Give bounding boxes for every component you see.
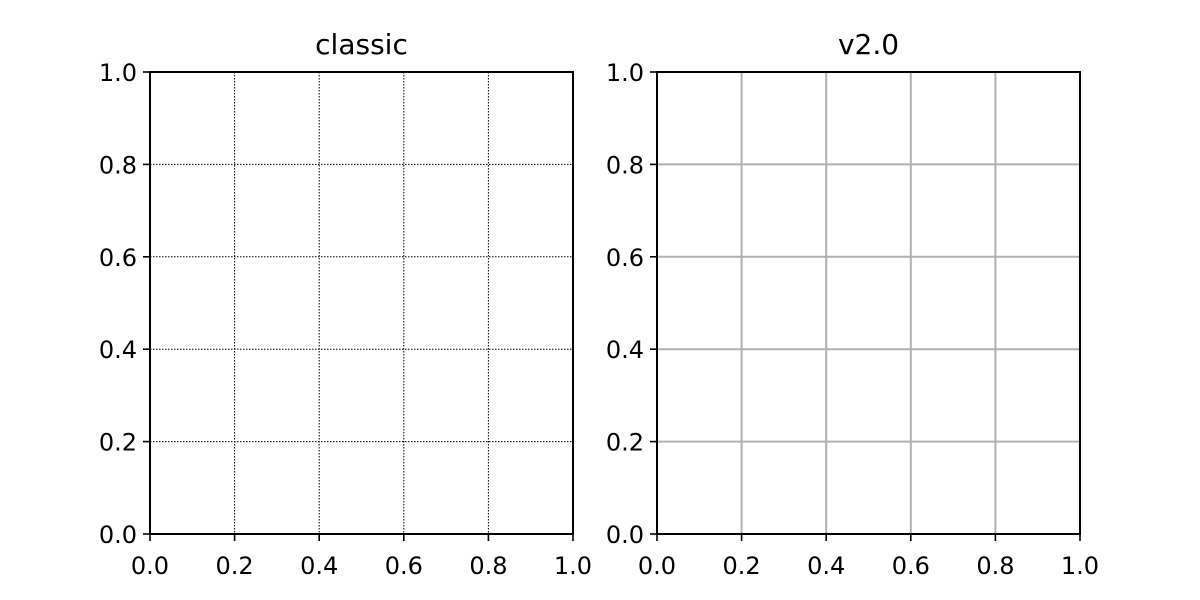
x-tick-label: 0.6 [892,552,930,580]
x-tick-label: 1.0 [1061,552,1099,580]
x-tick-label: 0.2 [723,552,761,580]
plot-area [656,71,1081,535]
chart-title: classic [315,28,408,61]
plot-area [149,71,574,535]
y-tick-label: 0.8 [606,151,644,179]
v2-chart: v2.0 0.0 0.2 0.4 0.6 0.8 1.0 0.0 0.2 0.4 0.6 0.8 1.… [606,28,1099,580]
x-tick-label: 0.0 [131,552,169,580]
y-tick-label: 1.0 [606,59,644,87]
y-tick-label: 0.4 [99,336,137,364]
x-tick-label: 0.2 [216,552,254,580]
ticks: 0.0 0.2 0.4 0.6 0.8 1.0 0.0 0.2 0.4 0.6 0.8 1.0 [606,59,1099,580]
ticks: 0.0 0.2 0.4 0.6 0.8 1.0 0.0 0.2 0.4 0.6 0.8 1.0 [99,59,592,580]
x-tick-label: 1.0 [554,552,592,580]
x-tick-label: 0.6 [385,552,423,580]
x-tick-label: 0.8 [469,552,507,580]
y-tick-label: 0.8 [99,151,137,179]
y-tick-label: 0.2 [606,429,644,457]
y-tick-label: 0.6 [99,244,137,272]
x-tick-label: 0.4 [300,552,338,580]
x-tick-label: 0.4 [807,552,845,580]
x-tick-label: 0.8 [976,552,1014,580]
x-tick-label: 0.0 [638,552,676,580]
y-tick-label: 0.6 [606,244,644,272]
y-tick-label: 1.0 [99,59,137,87]
chart-title: v2.0 [838,28,899,61]
y-tick-label: 0.4 [606,336,644,364]
classic-chart: classic 0.0 0.2 0.4 0.6 0.8 1.00.00.20.40.60.… [99,28,592,580]
y-tick-label: 0.0 [606,521,644,549]
y-tick-label: 0.0 [99,521,137,549]
y-tick-label: 0.2 [99,429,137,457]
